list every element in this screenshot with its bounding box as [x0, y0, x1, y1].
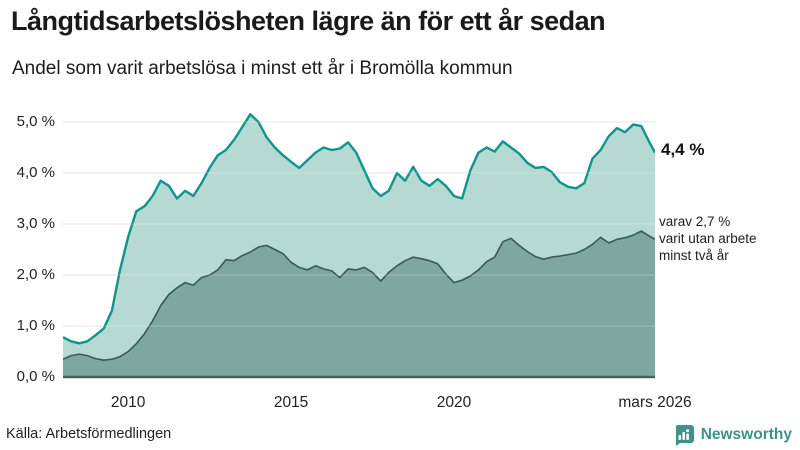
- y-axis-label: 1,0 %: [16, 317, 55, 334]
- area-line-total: [63, 113, 655, 345]
- annotation-two-year-line1: varav 2,7 %: [659, 214, 731, 229]
- annotation-two-year-line3: minst två år: [659, 248, 729, 263]
- plot-area: [63, 105, 655, 379]
- newsworthy-wordmark: Newsworthy: [700, 426, 792, 443]
- y-axis-label: 5,0 %: [16, 113, 55, 130]
- annotation-two-year-line2: varit utan arbete: [659, 231, 757, 246]
- x-axis-label: 2015: [273, 394, 309, 411]
- annotation-total-value: 4,4 %: [661, 140, 705, 159]
- page-subtitle: Andel som varit arbetslösa i minst ett å…: [12, 58, 513, 79]
- source-note: Källa: Arbetsförmedlingen: [6, 426, 172, 442]
- y-axis-label: 3,0 %: [16, 215, 55, 232]
- y-axis-label: 4,0 %: [16, 164, 55, 181]
- x-axis-label: 2010: [110, 394, 146, 411]
- area-line-two-year: [63, 230, 655, 361]
- x-axis-label: 2020: [436, 394, 472, 411]
- y-axis-label: 2,0 %: [16, 266, 55, 283]
- area-fill-two-year: [63, 231, 655, 377]
- x-axis-label: mars 2026: [618, 394, 692, 411]
- y-axis-label: 0,0 %: [16, 368, 55, 385]
- newsworthy-icon: [675, 425, 694, 446]
- area-chart-svg: [63, 113, 655, 379]
- annotation-two-year: varav 2,7 % varit utan arbete minst två …: [659, 213, 757, 264]
- newsworthy-logo: Newsworthy: [673, 424, 792, 446]
- page-title: Långtidsarbetslösheten lägre än för ett …: [11, 6, 606, 36]
